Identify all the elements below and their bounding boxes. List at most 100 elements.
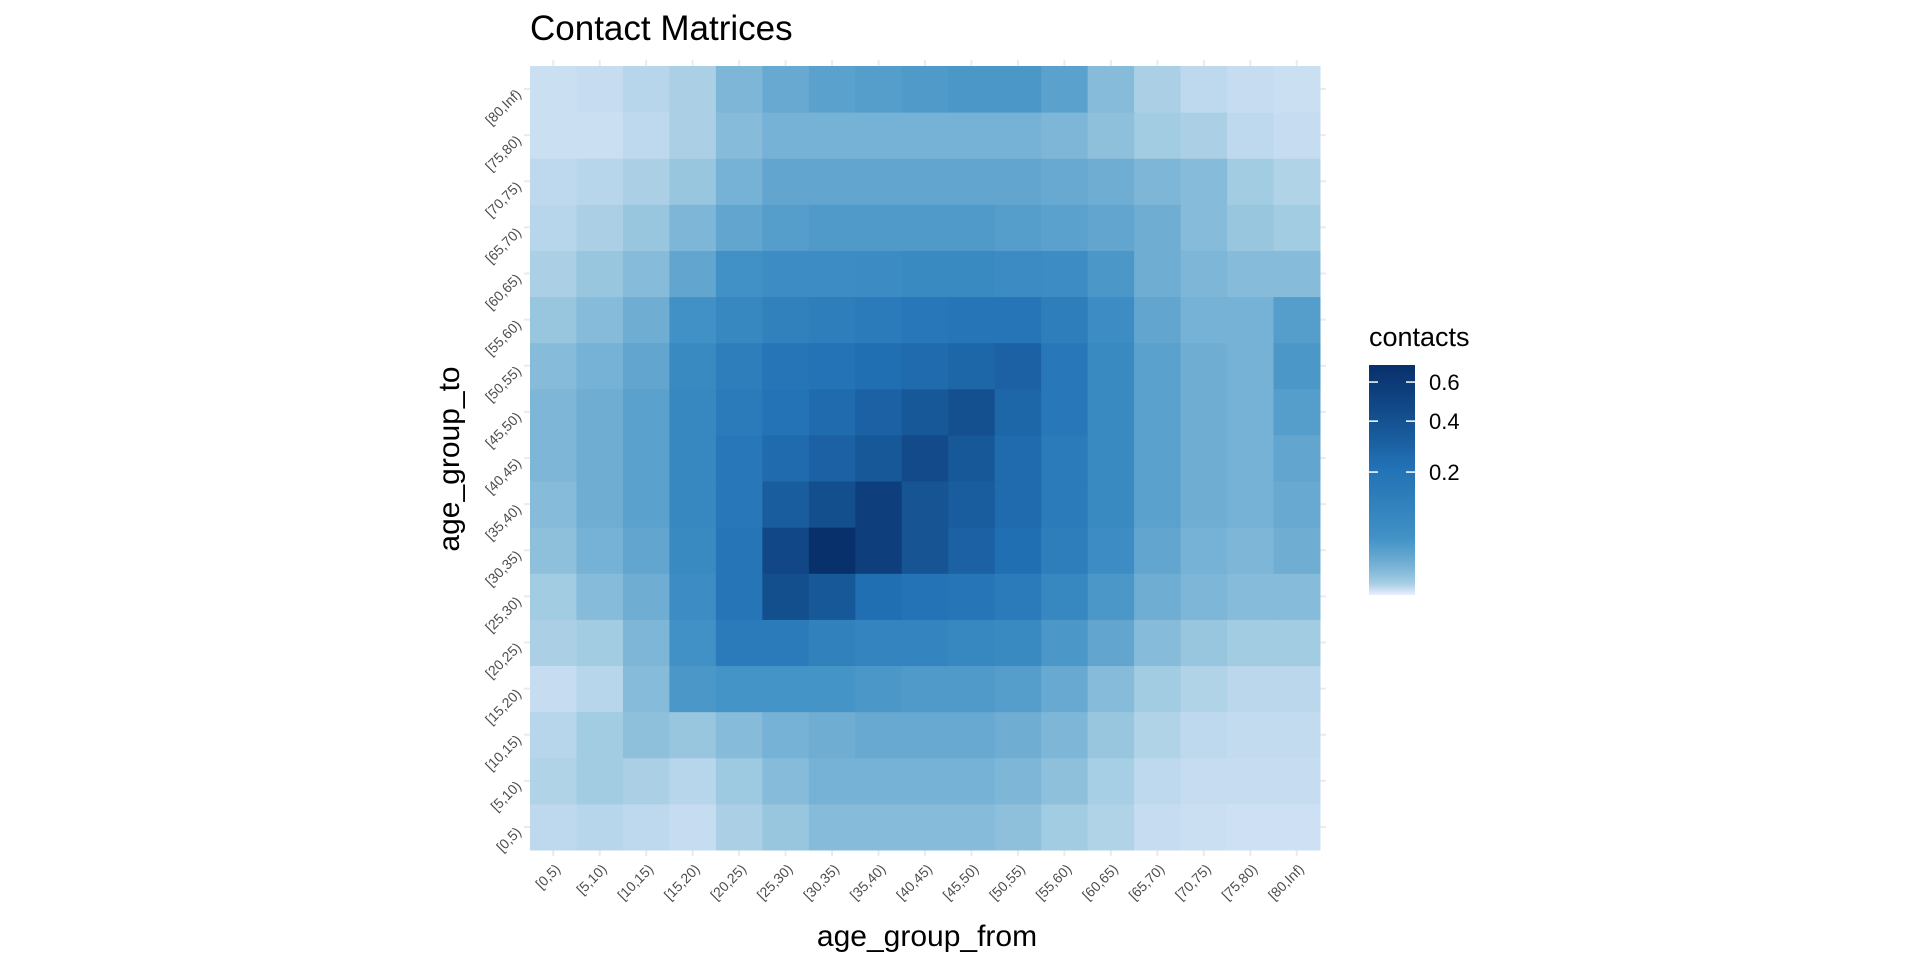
heatmap-cell — [762, 711, 810, 759]
heatmap-cell — [622, 527, 670, 574]
x-tick-label: [40,45) — [893, 861, 935, 903]
heatmap-cell — [669, 204, 717, 251]
heatmap-cell — [576, 388, 624, 436]
y-tick-label: [5,10) — [487, 778, 524, 815]
heatmap-cell — [808, 388, 856, 436]
heatmap-cell — [1273, 158, 1321, 205]
heatmap-cell — [808, 204, 856, 251]
heatmap-cell — [762, 66, 810, 113]
heatmap-cell — [1180, 158, 1228, 205]
heatmap-cell — [530, 481, 577, 528]
heatmap-cell — [669, 296, 717, 344]
heatmap-cell — [948, 112, 996, 159]
heatmap-cell — [1087, 204, 1135, 251]
x-axis-title: age_group_from — [817, 920, 1037, 953]
heatmap-cell — [901, 434, 949, 482]
heatmap-cell — [948, 66, 996, 113]
heatmap-cell — [530, 573, 577, 620]
heatmap-cell — [994, 158, 1042, 205]
heatmap-cell — [1180, 250, 1228, 298]
heatmap-cell — [1087, 158, 1135, 205]
heatmap-cell — [1041, 112, 1089, 159]
heatmap-cell — [1227, 158, 1275, 205]
heatmap-cell — [1273, 757, 1321, 805]
x-tick-label: [70,75) — [1172, 861, 1214, 903]
heatmap-cell — [1087, 803, 1135, 851]
heatmap-cell — [530, 711, 577, 759]
heatmap-cell — [530, 250, 577, 298]
heatmap-cell — [1180, 342, 1228, 390]
heatmap-cell — [576, 573, 624, 620]
heatmap-cell — [1180, 803, 1228, 851]
heatmap-cell — [1134, 204, 1182, 251]
heatmap-cell — [622, 342, 670, 390]
heatmap-cell — [808, 158, 856, 205]
heatmap-cell — [1227, 112, 1275, 159]
x-tick-label: [20,25) — [707, 861, 749, 903]
heatmap-cell — [948, 342, 996, 390]
x-axis-ticks: [0,5) [5,10) [10,15) [15,20) [20,25) [25,30)[… — [532, 861, 1307, 903]
heatmap-cell — [762, 573, 810, 620]
legend-ticks: 0.2 0.4 0.6 — [1369, 370, 1460, 485]
heatmap-cell — [808, 757, 856, 805]
heatmap-cell — [948, 573, 996, 620]
heatmap-cell — [1273, 112, 1321, 159]
heatmap-cell — [1087, 250, 1135, 298]
heatmap-cell — [901, 250, 949, 298]
heatmap-cell — [855, 204, 903, 251]
heatmap-cell — [948, 434, 996, 482]
y-tick-label: [0,5) — [493, 824, 524, 855]
heatmap-cell — [901, 803, 949, 851]
heatmap-cell — [576, 527, 624, 574]
heatmap-cell — [1041, 619, 1089, 667]
heatmap-cell — [1227, 527, 1275, 574]
heatmap-cell — [1087, 481, 1135, 528]
heatmap-cell — [901, 619, 949, 667]
y-tick-label: [70,75) — [482, 178, 524, 220]
heatmap-cell — [1134, 158, 1182, 205]
heatmap-cell — [1273, 204, 1321, 251]
y-tick-label: [30,35) — [482, 547, 524, 589]
heatmap-cell — [622, 711, 670, 759]
heatmap-cell — [715, 757, 763, 805]
heatmap-cell — [762, 204, 810, 251]
heatmap-cell — [1180, 388, 1228, 436]
heatmap-cell — [808, 342, 856, 390]
heatmap-cell — [855, 665, 903, 713]
legend-tick-label: 0.6 — [1429, 370, 1460, 395]
heatmap-cell — [715, 803, 763, 851]
heatmap-cell — [901, 665, 949, 713]
heatmap-cell — [715, 711, 763, 759]
heatmap-cell — [1041, 250, 1089, 298]
heatmap-cell — [1041, 342, 1089, 390]
heatmap-cell — [576, 296, 624, 344]
heatmap-cell — [1227, 66, 1275, 113]
heatmap-cell — [669, 573, 717, 620]
heatmap-cell — [1273, 342, 1321, 390]
heatmap-cell — [994, 573, 1042, 620]
heatmap-cell — [901, 204, 949, 251]
heatmap-cell — [1087, 757, 1135, 805]
heatmap-cell — [994, 296, 1042, 344]
x-tick-label: [15,20) — [661, 861, 703, 903]
heatmap-cell — [1134, 296, 1182, 344]
heatmap-cell — [1180, 112, 1228, 159]
heatmap-cell — [901, 757, 949, 805]
heatmap-cell — [994, 250, 1042, 298]
heatmap-cell — [1134, 342, 1182, 390]
heatmap-cell — [855, 481, 903, 528]
heatmap-cell — [622, 803, 670, 851]
heatmap-cell — [1227, 250, 1275, 298]
heatmap-cell — [1180, 66, 1228, 113]
heatmap-cell — [855, 573, 903, 620]
heatmap-cell — [576, 66, 624, 113]
heatmap-cell — [1041, 481, 1089, 528]
heatmap-cell — [1134, 803, 1182, 851]
heatmap-cell — [808, 527, 856, 574]
heatmap-cell — [1180, 527, 1228, 574]
y-axis-title: age_group_to — [433, 366, 466, 551]
heatmap-cell — [530, 296, 577, 344]
heatmap-cell — [1134, 527, 1182, 574]
heatmap-cell — [948, 803, 996, 851]
heatmap-cell — [808, 481, 856, 528]
